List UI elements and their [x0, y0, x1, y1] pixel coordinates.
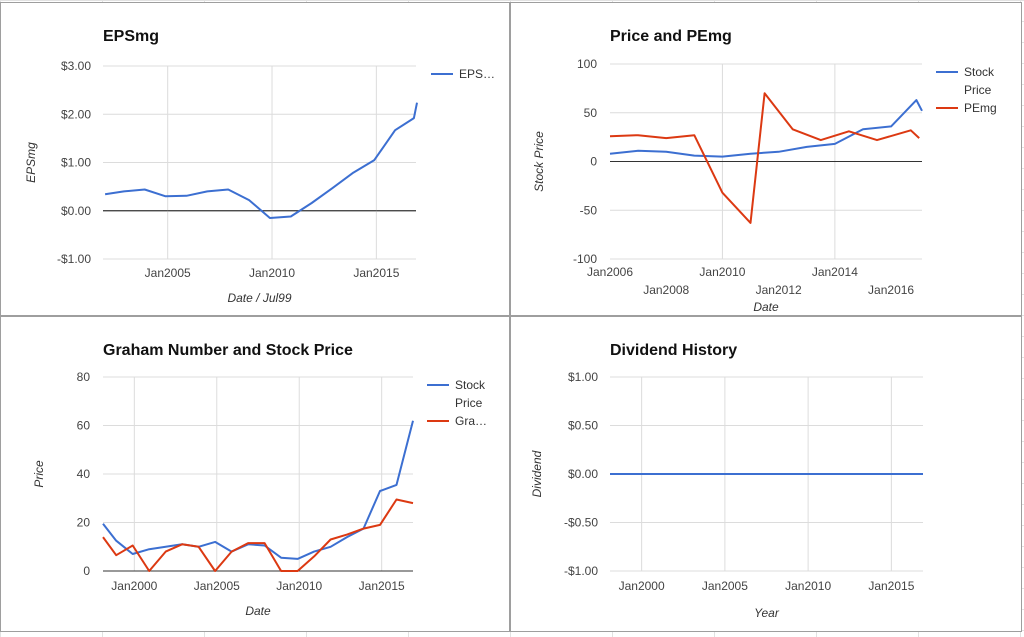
y-tick-label: 50 [584, 106, 598, 120]
y-tick-label: $3.00 [61, 59, 91, 73]
dividend-chart: Dividend History $1.00 $0.50 $0.00 -$0.50 -$1… [530, 342, 923, 620]
series-line-1 [102, 420, 414, 560]
x-axis-label: Date [245, 604, 271, 618]
y-tick-label: -50 [580, 203, 598, 217]
legend-label-line: Stock [964, 65, 995, 79]
eps-chart: EPSmg $3.00 $2.00 $1.00 $0.00 -$1.00 Jan2005 Ja… [24, 28, 495, 305]
x-tick-label: Jan2010 [249, 266, 295, 280]
x-tick-label: Jan2014 [812, 265, 858, 279]
legend-label-1: Stock Price [964, 65, 995, 97]
y-tick-label: 60 [77, 419, 91, 433]
chart-title: EPSmg [103, 28, 159, 45]
x-tick-label: Jan2000 [619, 579, 665, 593]
y-tick-label: $1.00 [61, 156, 91, 170]
x-tick-label: Jan2005 [194, 579, 240, 593]
legend-label-2: PEmg [964, 101, 997, 115]
x-tick-label: Jan2005 [702, 579, 748, 593]
x-tick-label: Jan2006 [587, 265, 633, 279]
chart-title: Price and PEmg [610, 28, 732, 45]
y-tick-label: -$1.00 [57, 252, 91, 266]
y-tick-label: $0.50 [568, 419, 598, 433]
y-tick-label: $1.00 [568, 370, 598, 384]
legend-label-line: Gra… [455, 414, 487, 428]
graham-chart-panel[interactable]: Graham Number and Stock Price 80 60 40 20 0 Ja… [0, 316, 510, 632]
legend-label-line: PEmg [964, 101, 997, 115]
y-tick-label: -$1.00 [564, 564, 598, 578]
x-tick-label: Jan2015 [359, 579, 405, 593]
price-pe-chart-panel[interactable]: Price and PEmg 100 50 0 -50 -100 Jan2006 Jan201… [510, 2, 1022, 316]
x-axis-label: Year [754, 606, 780, 620]
y-tick-label: 100 [577, 57, 597, 71]
chart-title: Dividend History [610, 342, 737, 359]
y-tick-label: 0 [83, 564, 90, 578]
legend-label-1: Stock Price [455, 378, 486, 410]
y-tick-label: $2.00 [61, 107, 91, 121]
y-tick-label: $0.00 [568, 467, 598, 481]
legend-label-line: EPS… [459, 67, 495, 81]
chart-title: Graham Number and Stock Price [103, 342, 353, 359]
x-tick-label: Jan2010 [699, 265, 745, 279]
legend-label-2: Gra… [455, 414, 487, 428]
y-axis-label: EPSmg [24, 142, 38, 183]
legend-label-line: Price [455, 396, 483, 410]
x-axis-label: Date / Jul99 [227, 291, 291, 305]
x-tick-label: Jan2016 [868, 283, 914, 297]
x-tick-label: Jan2015 [868, 579, 914, 593]
y-axis-label: Dividend [530, 450, 544, 497]
y-tick-label: $0.00 [61, 204, 91, 218]
legend-label-line: Price [964, 83, 992, 97]
series-line-1 [104, 102, 418, 219]
y-tick-label: 80 [77, 370, 91, 384]
x-tick-label: Jan2012 [756, 283, 802, 297]
x-tick-label: Jan2005 [145, 266, 191, 280]
legend-label-1: EPS… [459, 67, 495, 81]
series-line-2 [609, 92, 920, 224]
x-axis-label: Date [753, 300, 779, 314]
dividend-chart-panel[interactable]: Dividend History $1.00 $0.50 $0.00 -$0.50 -$1… [510, 316, 1022, 632]
y-tick-label: 40 [77, 467, 91, 481]
y-axis-label: Stock Price [532, 131, 546, 192]
y-tick-label: -100 [573, 252, 597, 266]
x-tick-label: Jan2015 [353, 266, 399, 280]
graham-chart: Graham Number and Stock Price 80 60 40 20 0 Ja… [32, 342, 487, 618]
x-tick-label: Jan2000 [111, 579, 157, 593]
y-tick-label: 0 [590, 155, 597, 169]
x-tick-label: Jan2010 [276, 579, 322, 593]
x-tick-label: Jan2008 [643, 283, 689, 297]
x-tick-label: Jan2010 [785, 579, 831, 593]
y-axis-label: Price [32, 460, 46, 488]
eps-chart-panel[interactable]: EPSmg $3.00 $2.00 $1.00 $0.00 -$1.00 Jan2005 Ja… [0, 2, 510, 316]
series-line-1 [609, 99, 923, 158]
y-tick-label: -$0.50 [564, 516, 598, 530]
legend-label-line: Stock [455, 378, 486, 392]
series-line-2 [102, 498, 414, 572]
y-tick-label: 20 [77, 516, 91, 530]
